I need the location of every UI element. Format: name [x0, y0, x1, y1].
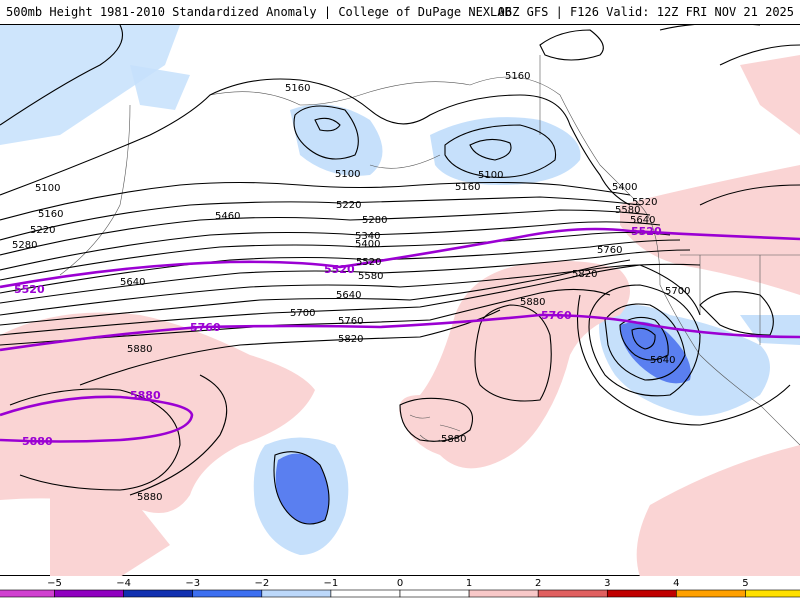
colorbar-segment	[399, 589, 470, 598]
contour-label: 5160	[455, 182, 480, 193]
contour-label: 5280	[362, 215, 387, 226]
highlighted-contours	[0, 227, 800, 443]
contour-label: 5160	[505, 71, 530, 82]
colorbar-segment	[123, 589, 194, 598]
colorbar-segment	[745, 589, 800, 598]
map-header: 500mb Height 1981-2010 Standardized Anom…	[0, 0, 800, 24]
contour-label: 5880	[127, 344, 152, 355]
contour-label: 5580	[615, 205, 640, 216]
highlight-label: 5880	[130, 389, 161, 402]
contour-labels: 5160 5160 5100 5100 5100 5160 5160 5220 …	[12, 71, 690, 503]
map-title: 500mb Height 1981-2010 Standardized Anom…	[6, 5, 512, 19]
colorbar-segments	[0, 589, 800, 598]
contour-label: 5520	[632, 197, 657, 208]
contour-label: 5820	[338, 334, 363, 345]
model-run-info: 06Z GFS | F126 Valid: 12Z FRI NOV 21 202…	[497, 5, 794, 19]
colorbar-segment	[192, 589, 263, 598]
colorbar-tick-label: 2	[535, 578, 541, 589]
anomaly-colorbar: −5 −4 −3 −2 −1 0 1 2 3 4 5	[0, 576, 800, 600]
contour-label: 5700	[290, 308, 315, 319]
colorbar-tick-label: 4	[673, 578, 679, 589]
colorbar-segment	[468, 589, 539, 598]
coastlines	[59, 55, 800, 446]
highlight-labels: 5520 5520 5520 5760 5760 5880 5880	[14, 225, 662, 448]
contour-label: 5160	[285, 83, 310, 94]
colorbar-segment	[537, 589, 608, 598]
colorbar-tick-label: 0	[397, 578, 403, 589]
forecast-map: 5160 5160 5100 5100 5100 5160 5160 5220 …	[0, 24, 800, 577]
contour-label: 5820	[572, 269, 597, 280]
contour-label: 5760	[338, 316, 363, 327]
contour-label: 5520	[356, 257, 381, 268]
highlight-label: 5760	[541, 309, 572, 322]
colorbar-tick-label: −1	[324, 578, 339, 589]
colorbar-tick-label: 1	[466, 578, 472, 589]
colorbar-segment	[676, 589, 746, 598]
contour-label: 5100	[478, 170, 503, 181]
colorbar-tick-label: −5	[47, 578, 62, 589]
contour-label: 5400	[355, 239, 380, 250]
contour-label: 5100	[35, 183, 60, 194]
colorbar-segment	[606, 589, 677, 598]
highlight-label: 5520	[324, 263, 355, 276]
colorbar-tick-label: −2	[254, 578, 269, 589]
highlight-label: 5520	[14, 283, 45, 296]
contour-label: 5880	[441, 434, 466, 445]
contour-label: 5700	[665, 286, 690, 297]
highlight-label: 5760	[190, 321, 221, 334]
height-contours	[0, 25, 800, 525]
contour-label: 5640	[120, 277, 145, 288]
contour-label: 5880	[137, 492, 162, 503]
contour-label: 5640	[650, 355, 675, 366]
colorbar-ticks: −5 −4 −3 −2 −1 0 1 2 3 4 5	[47, 578, 748, 589]
contour-label: 5460	[215, 211, 240, 222]
colorbar-tick-label: 5	[742, 578, 748, 589]
contour-label: 5160	[38, 209, 63, 220]
contour-label: 5220	[336, 200, 361, 211]
colorbar-tick-label: −3	[185, 578, 200, 589]
contour-label: 5640	[630, 215, 655, 226]
colorbar-segment	[0, 589, 55, 598]
positive-anomaly-shading	[0, 55, 800, 577]
contour-label: 5580	[358, 271, 383, 282]
colorbar-segment	[261, 589, 332, 598]
contour-label: 5640	[336, 290, 361, 301]
contour-label: 5100	[335, 169, 360, 180]
colorbar-tick-label: −4	[116, 578, 131, 589]
contour-label: 5280	[12, 240, 37, 251]
colorbar-tick-label: 3	[604, 578, 610, 589]
colorbar-segment	[54, 589, 124, 598]
contour-label: 5400	[612, 182, 637, 193]
contour-label: 5760	[597, 245, 622, 256]
highlight-label: 5880	[22, 435, 53, 448]
contour-label: 5880	[520, 297, 545, 308]
highlight-label: 5520	[631, 225, 662, 238]
contour-label: 5340	[355, 231, 380, 242]
colorbar-segment	[330, 589, 401, 598]
contour-label: 5220	[30, 225, 55, 236]
